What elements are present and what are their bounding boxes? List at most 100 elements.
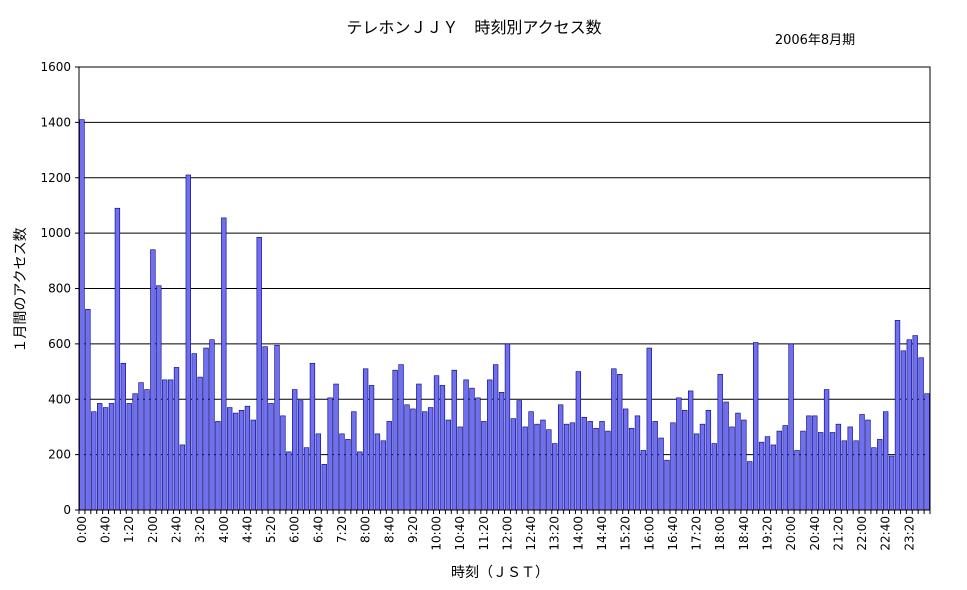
bar: [563, 423, 570, 511]
bar: [351, 411, 357, 511]
bar: [85, 308, 91, 511]
bar: [764, 436, 771, 511]
bar: [652, 421, 658, 511]
bar: [705, 410, 712, 511]
bar: [552, 443, 558, 511]
bar: [634, 415, 641, 511]
bar: [250, 419, 257, 511]
x-tick-label: 4:40: [240, 516, 254, 543]
x-tick-label: 23:20: [902, 516, 916, 551]
bar: [723, 401, 729, 511]
bar: [167, 379, 174, 511]
bar: [894, 320, 901, 511]
bar: [398, 364, 404, 511]
bar: [906, 339, 912, 511]
bar: [427, 407, 434, 511]
bar: [292, 389, 298, 511]
bar: [280, 415, 286, 511]
x-tick-label: 18:00: [713, 516, 727, 551]
bar: [315, 433, 322, 511]
x-tick-label: 10:00: [430, 516, 444, 551]
x-tick-label: 8:00: [359, 516, 373, 543]
bar: [877, 439, 883, 511]
bar: [487, 379, 493, 511]
y-tick-label: 0: [63, 503, 71, 517]
y-tick-label: 600: [48, 337, 71, 351]
bar: [800, 430, 806, 511]
bar: [575, 371, 582, 511]
bar: [528, 411, 534, 511]
bar: [871, 447, 877, 511]
x-tick-label: 16:00: [642, 516, 656, 551]
bar: [209, 339, 215, 511]
x-tick-label: 14:40: [595, 516, 609, 551]
x-tick-label: 10:40: [453, 516, 467, 551]
bar: [91, 411, 97, 511]
bar: [102, 407, 109, 511]
bar: [522, 426, 528, 511]
bar: [557, 404, 564, 511]
bar: [132, 393, 138, 511]
bar: [262, 346, 268, 511]
x-tick-label: 20:40: [808, 516, 822, 551]
bar: [859, 414, 865, 511]
bar: [888, 455, 895, 511]
bar: [162, 379, 168, 511]
x-tick-label: 20:00: [784, 516, 798, 551]
bar: [150, 249, 156, 511]
y-tick-label: 400: [48, 392, 71, 406]
x-tick-label: 16:40: [666, 516, 680, 551]
bar: [386, 421, 392, 511]
bar: [138, 382, 144, 511]
bar: [368, 385, 375, 511]
bar: [457, 426, 463, 511]
y-tick-label: 1200: [40, 171, 71, 185]
bar: [203, 347, 209, 511]
bar: [481, 421, 487, 511]
bar: [711, 443, 717, 511]
bar: [693, 433, 700, 511]
bar: [345, 439, 351, 511]
bar: [469, 387, 475, 511]
bar: [747, 461, 753, 511]
x-tick-label: 2:40: [170, 516, 184, 543]
bar: [433, 375, 440, 511]
bar: [268, 403, 274, 511]
bar: [752, 342, 759, 511]
x-tick-label: 15:20: [619, 516, 633, 551]
bar: [782, 425, 788, 511]
x-tick-label: 3:20: [193, 516, 207, 543]
y-axis: 0 200 400 600 800 1000 1200 1400 1600: [40, 60, 79, 517]
bar: [173, 367, 180, 511]
bar: [918, 357, 924, 511]
bar: [108, 403, 115, 511]
bar: [256, 236, 262, 511]
bar: [333, 383, 339, 511]
bar: [392, 369, 398, 511]
bar: [658, 437, 664, 511]
bar: [463, 379, 469, 511]
bar: [144, 389, 150, 511]
bar: [422, 411, 428, 511]
bar: [687, 390, 694, 511]
x-tick-label: 19:20: [760, 516, 774, 551]
bar: [156, 285, 162, 511]
bar: [682, 410, 688, 511]
x-tick-label: 11:20: [477, 516, 491, 551]
bar: [215, 421, 221, 511]
bar: [611, 368, 617, 511]
x-axis-label: 時刻（ＪＳＴ）: [451, 565, 549, 581]
y-tick-label: 200: [48, 448, 71, 462]
bar: [327, 397, 333, 511]
bar: [286, 451, 292, 511]
bar: [238, 410, 245, 511]
x-tick-label: 18:40: [737, 516, 751, 551]
bar: [605, 430, 611, 511]
y-tick-label: 1000: [40, 226, 71, 240]
bar: [806, 415, 812, 511]
y-tick-label: 1400: [40, 115, 71, 129]
bar: [794, 450, 800, 511]
bar: [829, 432, 836, 511]
bar: [741, 419, 747, 511]
bar: [185, 174, 192, 511]
